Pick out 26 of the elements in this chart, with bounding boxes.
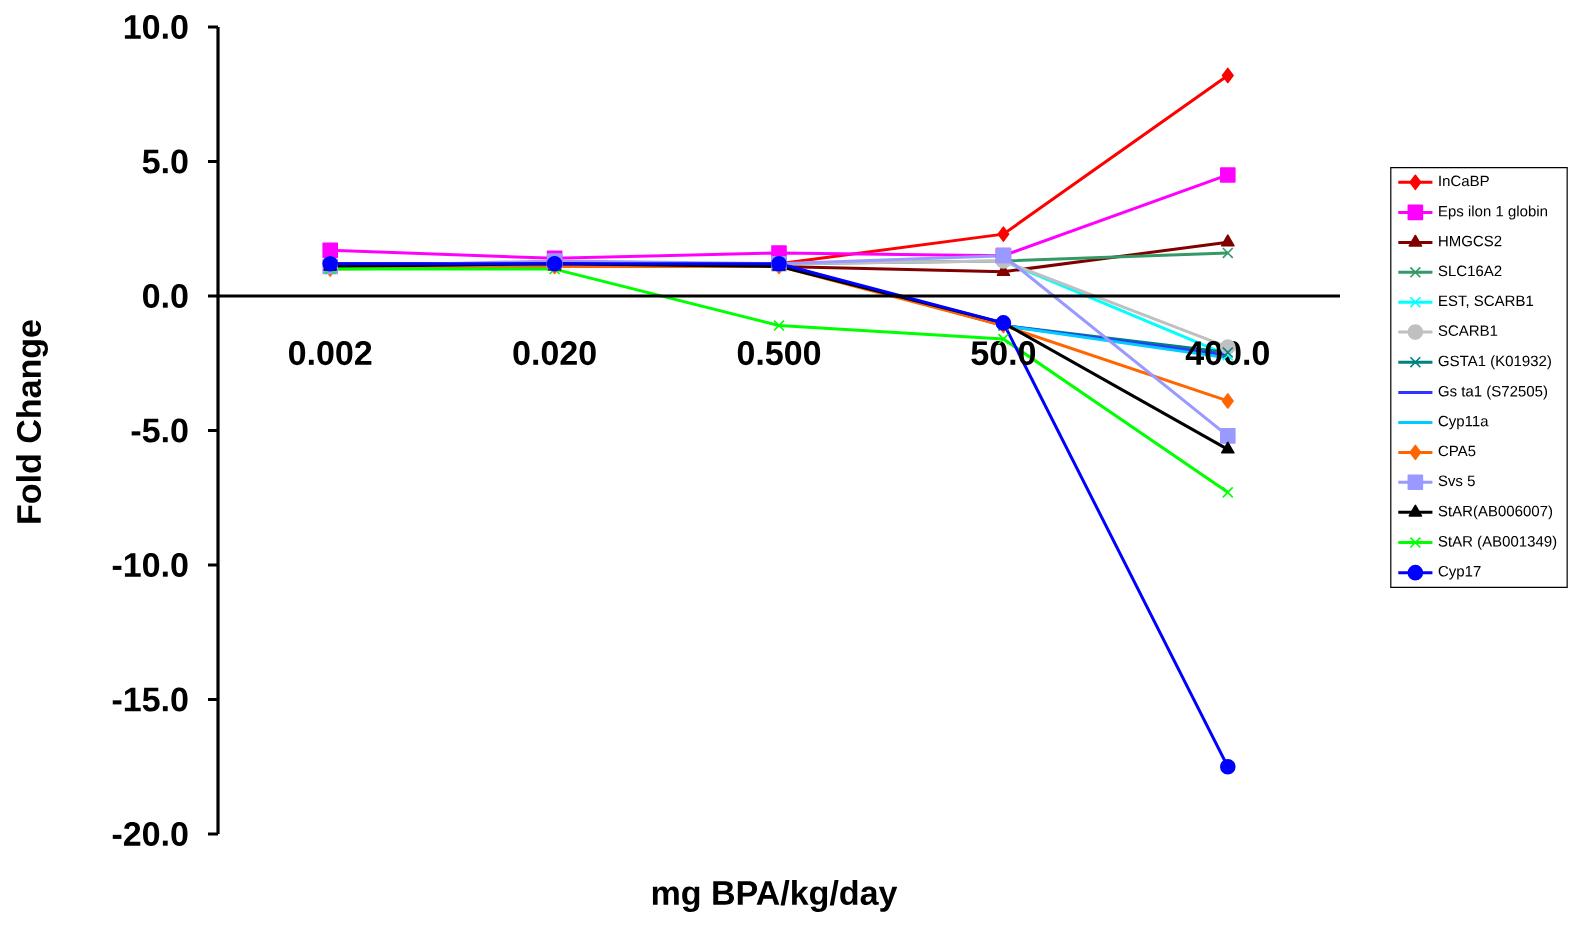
legend-label: Cyp11a: [1438, 415, 1489, 430]
legend-label: Svs 5: [1438, 475, 1475, 487]
y-tick-label: 5.0: [142, 149, 188, 174]
y-tick-label: 0.0: [143, 283, 188, 309]
legend-label: Cyp17: [1438, 565, 1481, 580]
y-tick-label: -15.0: [112, 687, 188, 712]
y-axis-title: Fold Change: [16, 320, 48, 523]
legend-label: StAR (AB001349): [1438, 535, 1557, 550]
x-axis-title: mg BPA/kg/day: [652, 880, 898, 912]
y-tick-label: -5.0: [131, 418, 188, 443]
x-tick-label: 0.500: [737, 341, 821, 366]
y-tick-label: 10.0: [124, 14, 188, 40]
legend-label: CPA5: [1438, 445, 1476, 457]
legend-label: SCARB1: [1438, 325, 1498, 336]
legend-label: StAR(AB006007): [1438, 505, 1553, 520]
y-tick-label: -10.0: [112, 552, 188, 578]
legend-label: EST, SCARB1: [1439, 295, 1534, 308]
legend-label: Eps ilon 1 globin: [1439, 205, 1547, 220]
x-tick-label: 0.020: [513, 341, 596, 366]
legend-label: GSTA1 (K01932): [1438, 355, 1551, 370]
legend-label: HMGCS2: [1439, 235, 1502, 247]
legend-label: Gs ta1 (S72505): [1438, 385, 1548, 400]
legend-label: SLC16A2: [1438, 265, 1502, 277]
x-tick-label: 0.002: [289, 341, 372, 366]
legend-label: InCaBP: [1439, 175, 1489, 187]
y-tick-label: -20.0: [112, 821, 188, 847]
